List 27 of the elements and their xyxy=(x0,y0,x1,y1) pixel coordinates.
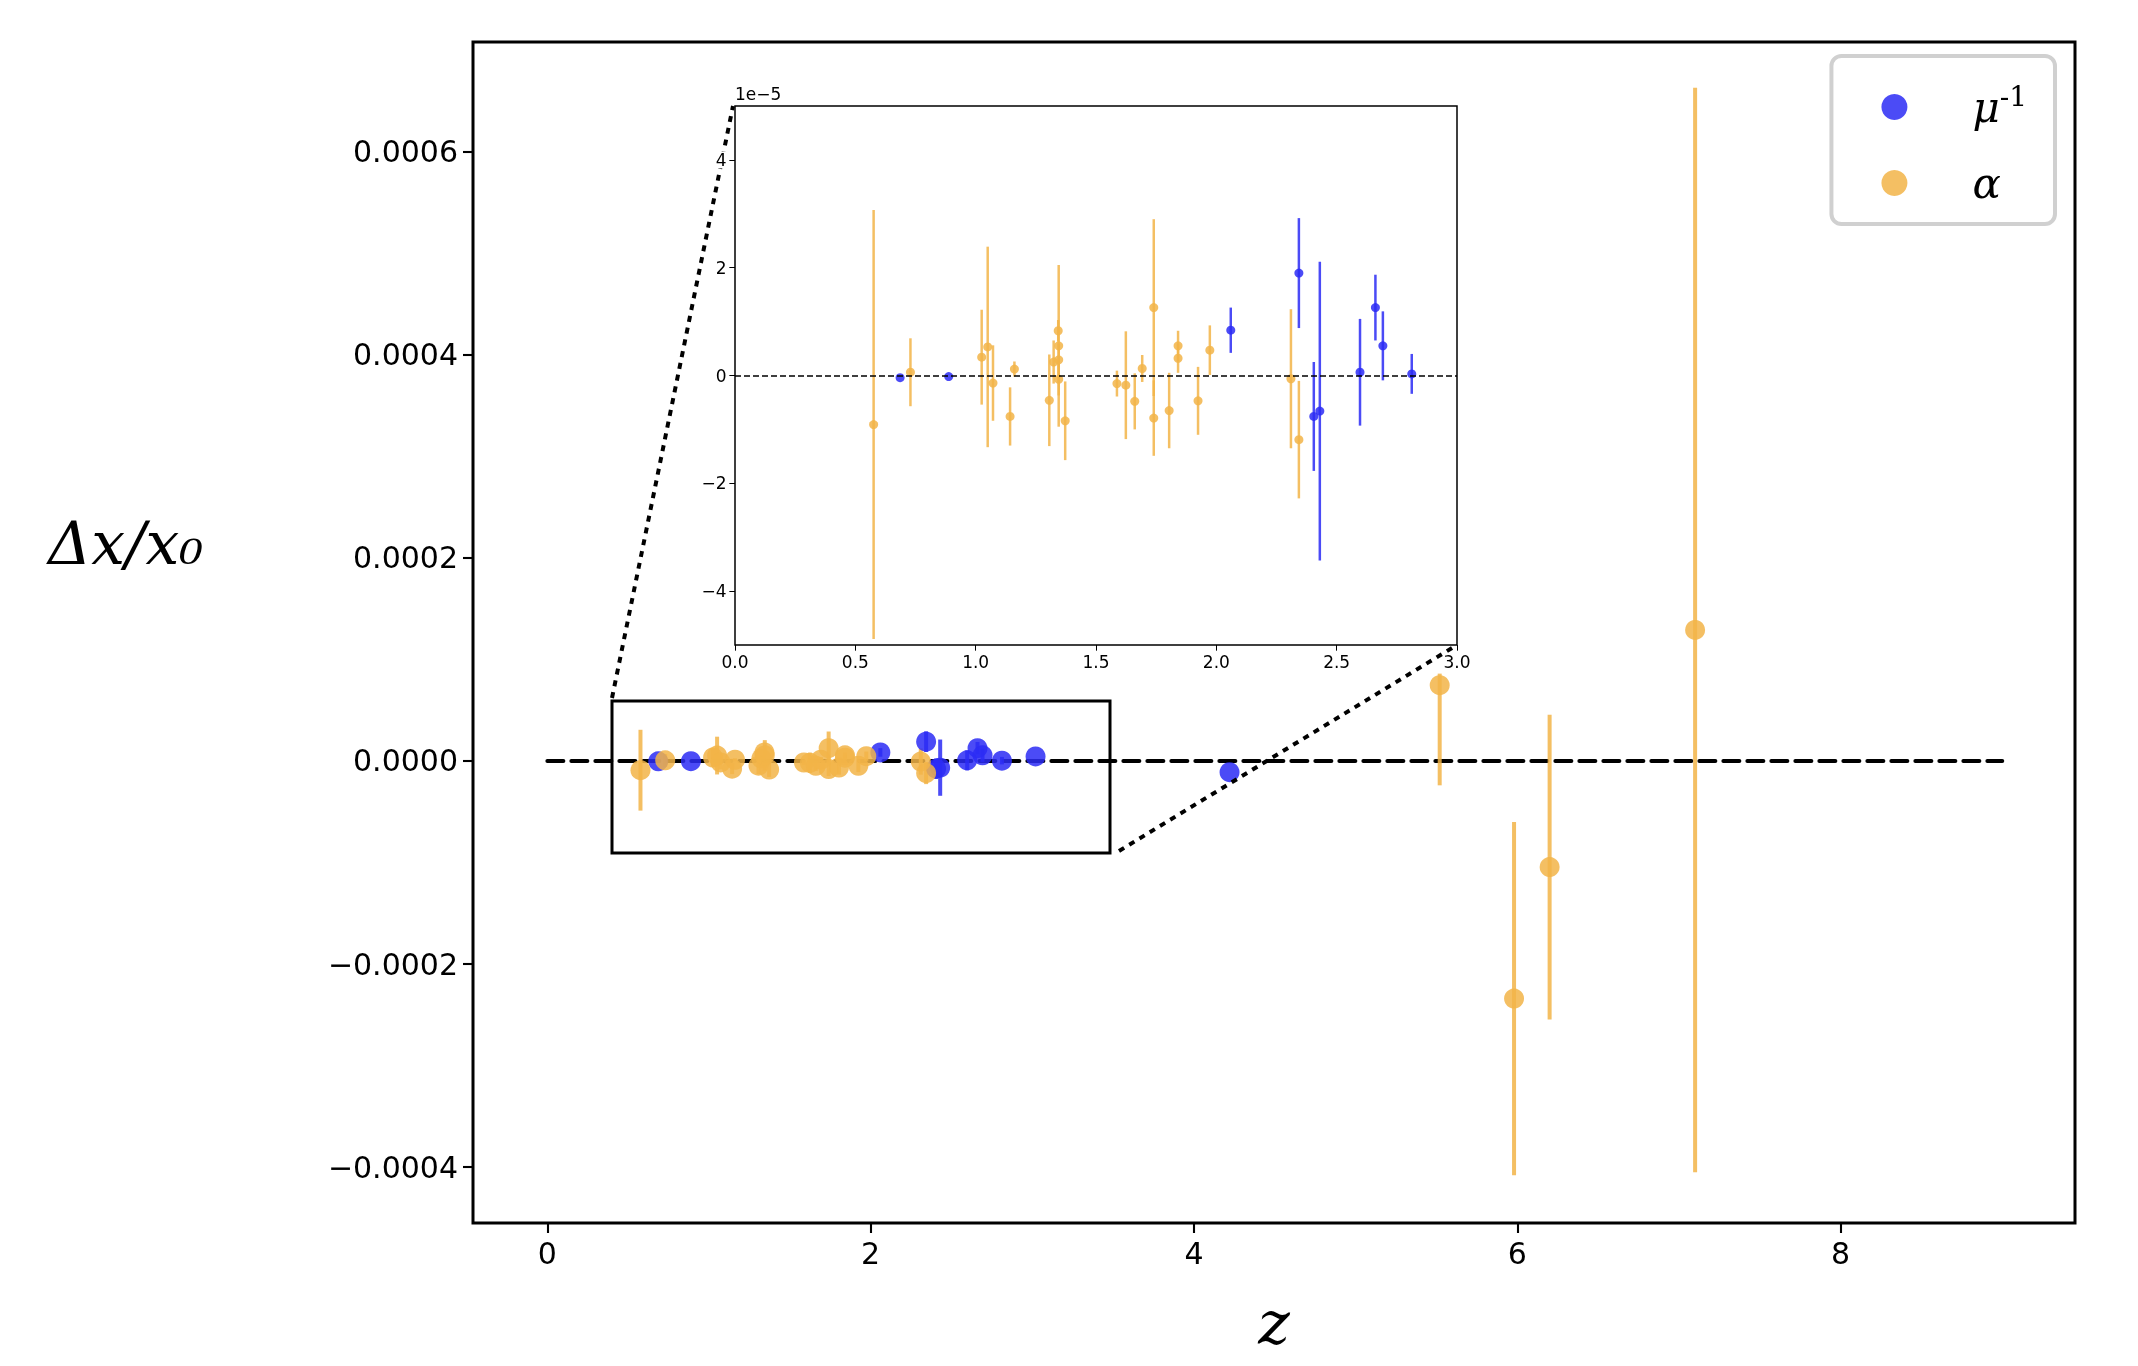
y-tick-label: −0.0002 xyxy=(327,946,458,982)
y-tick-label: 0.0006 xyxy=(353,134,458,170)
y-tick-label: 0.0002 xyxy=(353,540,458,576)
x-tick-label: 1.0 xyxy=(962,652,990,672)
x-tick-label: 8 xyxy=(1831,1235,1851,1271)
x-tick-label: 6 xyxy=(1507,1235,1527,1271)
x-tick-label: 2.5 xyxy=(1323,652,1351,672)
y-tick-label: 4 xyxy=(715,149,727,170)
y-tick-label: 0.0004 xyxy=(353,337,458,373)
x-tick-label: 2.0 xyxy=(1202,652,1230,672)
legend-label: α xyxy=(1972,158,2001,208)
x-tick-label: 0 xyxy=(537,1235,557,1271)
x-tick-label: 0.5 xyxy=(841,652,869,672)
x-tick-label: 3.0 xyxy=(1443,652,1471,672)
x-tick-label: 0.0 xyxy=(721,652,749,672)
y-tick-label: −4 xyxy=(701,581,727,602)
y-tick-label: 0 xyxy=(715,365,727,386)
x-tick-label: 4 xyxy=(1184,1235,1204,1271)
x-tick-label: 1.5 xyxy=(1082,652,1110,672)
y-tick-label: −0.0004 xyxy=(327,1149,458,1185)
y-tick-label: 2 xyxy=(715,257,727,278)
y-axis-title: Δx/x₀ xyxy=(46,508,204,578)
annotation: 1e−5 xyxy=(735,83,782,104)
x-tick-label: 2 xyxy=(861,1235,881,1271)
x-axis-title: z xyxy=(1257,1288,1291,1358)
y-tick-label: −2 xyxy=(701,473,727,494)
y-tick-label: 0.0000 xyxy=(353,743,458,779)
